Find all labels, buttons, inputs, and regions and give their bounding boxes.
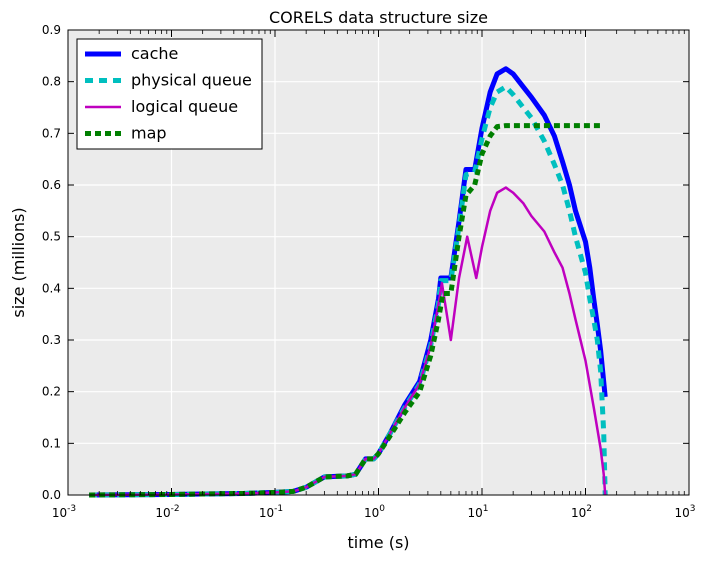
x-axis-label: time (s) bbox=[347, 533, 409, 552]
y-tick-label: 0.8 bbox=[42, 75, 61, 89]
legend-box bbox=[76, 38, 263, 150]
chart-title: CORELS data structure size bbox=[269, 8, 488, 27]
y-tick-label: 0.7 bbox=[42, 126, 61, 140]
y-tick-label: 0.4 bbox=[42, 281, 61, 295]
x-tick-label: 103 bbox=[674, 504, 695, 520]
y-tick-label: 0.6 bbox=[42, 178, 61, 192]
y-tick-label: 0.1 bbox=[42, 436, 61, 450]
y-tick-label: 0.5 bbox=[42, 230, 61, 244]
legend-label: logical queue bbox=[131, 97, 238, 116]
series-line-physical-queue bbox=[89, 84, 608, 498]
legend: cache physical queue logical queue map bbox=[76, 38, 263, 150]
x-tick-label: 10-3 bbox=[52, 504, 76, 520]
y-tick-label: 0.3 bbox=[42, 333, 61, 347]
series-line-logical-queue bbox=[89, 186, 607, 497]
x-tick-label: 10-2 bbox=[155, 504, 179, 520]
legend-label: physical queue bbox=[131, 71, 252, 90]
legend-label: map bbox=[131, 124, 167, 143]
legend-label: cache bbox=[131, 44, 178, 63]
series-line-map bbox=[89, 123, 604, 498]
y-tick-label: 0.9 bbox=[42, 23, 61, 37]
x-tick-label: 10-1 bbox=[259, 504, 283, 520]
x-tick-label: 100 bbox=[364, 504, 385, 520]
y-tick-label: 0.0 bbox=[42, 488, 61, 502]
x-tick-label: 102 bbox=[571, 504, 592, 520]
ticks: 0.0 0.1 0.2 0.3 0.4 0.5 0.6 0.7 0.8 0.9 10-3 10-2 10… bbox=[42, 23, 696, 520]
series-layer bbox=[89, 66, 608, 498]
x-tick-label: 101 bbox=[467, 504, 488, 520]
y-axis-label: size (millions) bbox=[9, 207, 28, 317]
y-tick-label: 0.2 bbox=[42, 385, 61, 399]
